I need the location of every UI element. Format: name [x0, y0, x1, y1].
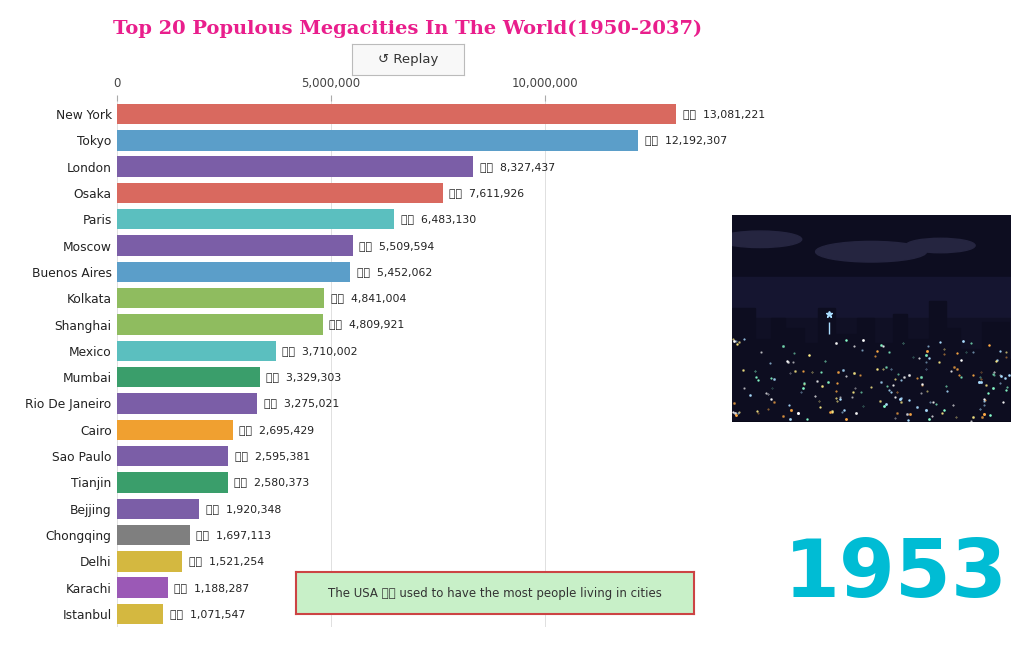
Bar	[754, 339, 770, 421]
Text: The USA 🇺🇸 used to have the most people living in cities: The USA 🇺🇸 used to have the most people …	[327, 586, 661, 599]
Bar	[117, 419, 232, 440]
Text: 🇨🇳  1,697,113: 🇨🇳 1,697,113	[196, 530, 271, 540]
Bar	[732, 307, 754, 421]
Bar	[117, 130, 638, 151]
Text: 🇮🇳  1,521,254: 🇮🇳 1,521,254	[189, 556, 264, 566]
Bar	[117, 156, 473, 177]
Bar	[117, 261, 350, 282]
Text: 🇹🇷  1,071,547: 🇹🇷 1,071,547	[169, 609, 245, 619]
Text: 🇨🇳  2,580,373: 🇨🇳 2,580,373	[233, 478, 309, 488]
Text: 🇧🇷  2,595,381: 🇧🇷 2,595,381	[234, 451, 310, 461]
Ellipse shape	[717, 231, 801, 248]
Text: 🇷🇺  5,509,594: 🇷🇺 5,509,594	[359, 240, 434, 250]
Bar	[117, 577, 168, 598]
Bar	[770, 318, 785, 421]
Text: 🇲🇽  3,710,002: 🇲🇽 3,710,002	[282, 346, 358, 356]
Text: 🇯🇵  7,611,926: 🇯🇵 7,611,926	[448, 188, 524, 198]
Bar	[117, 183, 442, 203]
Bar	[856, 318, 873, 421]
Bar	[959, 349, 981, 421]
Text: 🇮🇳  4,841,004: 🇮🇳 4,841,004	[330, 293, 406, 303]
Ellipse shape	[905, 239, 974, 253]
Bar	[893, 314, 906, 421]
Bar	[117, 604, 163, 625]
Bar	[117, 393, 257, 414]
Bar	[804, 343, 817, 421]
Bar	[873, 343, 893, 421]
Text: 🇵🇰  1,188,287: 🇵🇰 1,188,287	[174, 583, 250, 593]
Bar	[117, 551, 182, 572]
Text: 🇦🇷  5,452,062: 🇦🇷 5,452,062	[357, 267, 432, 277]
Bar	[117, 472, 227, 493]
Bar	[117, 525, 190, 545]
Bar	[906, 339, 928, 421]
Bar	[817, 307, 835, 421]
Text: 🇬🇧  8,327,437: 🇬🇧 8,327,437	[479, 162, 554, 172]
Bar	[928, 302, 945, 421]
Text: 🇫🇷  6,483,130: 🇫🇷 6,483,130	[400, 214, 476, 224]
Text: 🇨🇳  1,920,348: 🇨🇳 1,920,348	[206, 504, 281, 514]
Bar	[117, 367, 260, 387]
Text: 🇪🇬  2,695,429: 🇪🇬 2,695,429	[238, 425, 314, 435]
Bar	[117, 446, 228, 467]
Bar	[835, 334, 856, 421]
Bar	[785, 328, 804, 421]
Bar	[117, 499, 199, 519]
Text: 🇨🇳  4,809,921: 🇨🇳 4,809,921	[329, 320, 405, 330]
Text: ↺ Replay: ↺ Replay	[377, 53, 438, 66]
Text: 🇧🇷  3,275,021: 🇧🇷 3,275,021	[264, 398, 338, 408]
Ellipse shape	[815, 241, 925, 262]
Bar	[117, 209, 394, 229]
Bar	[117, 288, 324, 309]
Text: 🇯🇵  12,192,307: 🇯🇵 12,192,307	[644, 135, 727, 145]
Text: 1953: 1953	[783, 536, 1007, 614]
Bar	[117, 103, 676, 124]
Bar	[945, 328, 959, 421]
Bar	[981, 322, 1009, 421]
Bar	[117, 314, 323, 335]
Bar	[117, 341, 275, 361]
Text: 🇺🇸  13,081,221: 🇺🇸 13,081,221	[682, 109, 764, 119]
Text: 🇮🇳  3,329,303: 🇮🇳 3,329,303	[266, 372, 341, 382]
Text: Top 20 Populous Megacities In The World(1950-2037): Top 20 Populous Megacities In The World(…	[113, 20, 702, 38]
Bar	[117, 235, 353, 256]
